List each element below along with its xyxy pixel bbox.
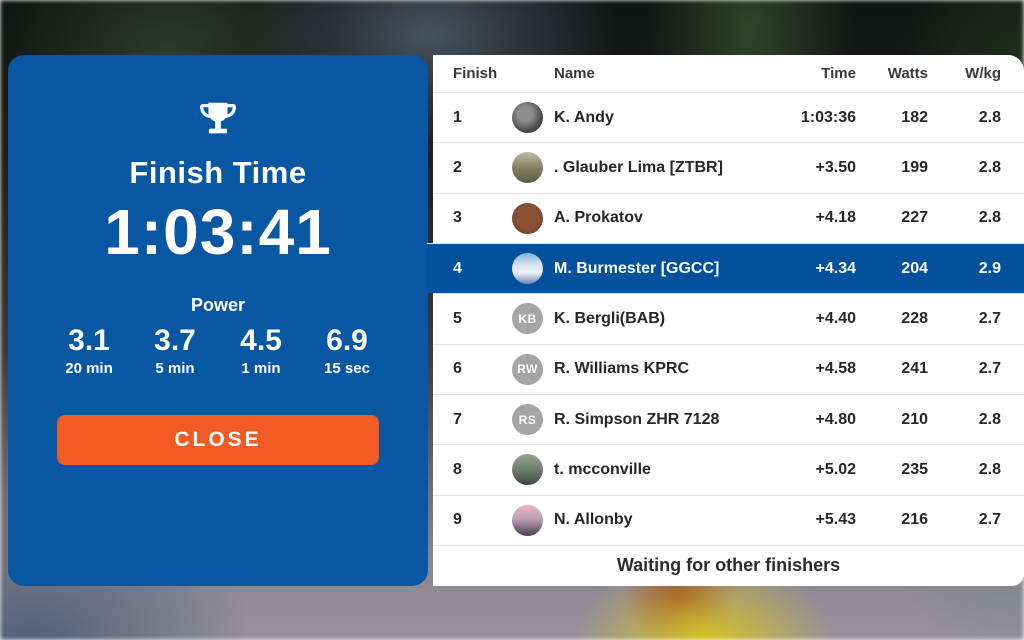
- rider-watts: 199: [901, 158, 928, 176]
- rider-name: N. Allonby: [554, 511, 633, 529]
- column-header-watts: Watts: [887, 65, 928, 82]
- rider-avatar: [512, 454, 543, 486]
- rider-watts: 204: [901, 259, 928, 277]
- power-value: 4.5: [240, 324, 282, 357]
- rider-name: t. mcconville: [554, 460, 651, 478]
- finish-position: 7: [453, 410, 462, 428]
- rider-time: +5.43: [815, 511, 856, 529]
- rider-watts: 216: [901, 511, 928, 529]
- panel-title: Finish Time: [129, 155, 307, 190]
- finish-position: 9: [453, 511, 462, 529]
- power-stat: 3.1 20 min: [54, 324, 124, 377]
- rider-watts: 227: [901, 209, 928, 227]
- rider-name: . Glauber Lima [ZTBR]: [554, 158, 723, 176]
- rider-avatar: KB: [512, 303, 543, 335]
- power-duration: 1 min: [241, 360, 281, 377]
- power-stats: 3.1 20 min 3.7 5 min 4.5 1 min 6.9 15 se…: [8, 324, 428, 377]
- power-duration: 15 sec: [324, 360, 370, 377]
- rider-watts: 241: [901, 360, 928, 378]
- power-stat: 4.5 1 min: [226, 324, 296, 377]
- rider-time: +3.50: [815, 158, 856, 176]
- table-row[interactable]: 6 RW R. Williams KPRC +4.58 241 2.7: [433, 343, 1024, 394]
- finish-position: 3: [453, 209, 462, 227]
- table-footer: Waiting for other finishers: [433, 544, 1024, 586]
- rider-wkg: 2.8: [978, 460, 1001, 478]
- column-header-name: Name: [554, 65, 595, 82]
- table-row[interactable]: 5 KB K. Bergli(BAB) +4.40 228 2.7: [433, 293, 1024, 344]
- rider-avatar: [512, 504, 543, 536]
- table-row[interactable]: 1 K. Andy 1:03:36 182 2.8: [433, 92, 1024, 143]
- rider-time: +4.18: [815, 209, 856, 227]
- finish-position: 8: [453, 460, 462, 478]
- close-button[interactable]: CLOSE: [57, 415, 379, 465]
- trophy-icon: [195, 97, 241, 143]
- finish-position: 6: [453, 360, 462, 378]
- rider-wkg: 2.7: [978, 511, 1001, 529]
- finish-position: 4: [453, 259, 462, 277]
- table-header: Finish Name Time Watts W/kg: [433, 55, 1024, 92]
- rider-avatar: [512, 152, 543, 184]
- power-duration: 20 min: [65, 360, 113, 377]
- finish-time-value: 1:03:41: [104, 196, 332, 268]
- table-row[interactable]: 8 t. mcconville +5.02 235 2.8: [433, 444, 1024, 495]
- power-value: 6.9: [326, 324, 368, 357]
- table-row[interactable]: 2 . Glauber Lima [ZTBR] +3.50 199 2.8: [433, 142, 1024, 193]
- rider-avatar: RW: [512, 353, 543, 385]
- rider-wkg: 2.9: [978, 259, 1001, 277]
- rider-avatar: [512, 202, 543, 234]
- column-header-wkg: W/kg: [965, 65, 1001, 82]
- rider-avatar: [512, 253, 543, 285]
- rider-watts: 182: [901, 108, 928, 126]
- rider-time: +4.80: [815, 410, 856, 428]
- rider-name: K. Bergli(BAB): [554, 309, 666, 327]
- column-header-finish: Finish: [453, 65, 498, 82]
- rider-time: +5.02: [815, 460, 856, 478]
- rider-wkg: 2.7: [978, 360, 1001, 378]
- rider-time: +4.40: [815, 309, 856, 327]
- rider-name: M. Burmester [GGCC]: [554, 259, 720, 277]
- power-value: 3.7: [154, 324, 196, 357]
- rider-time: 1:03:36: [800, 108, 856, 126]
- rider-wkg: 2.8: [978, 209, 1001, 227]
- power-stat: 3.7 5 min: [140, 324, 210, 377]
- results-table: Finish Name Time Watts W/kg 1 K. Andy 1:…: [427, 55, 1024, 586]
- waiting-message: Waiting for other finishers: [616, 555, 841, 576]
- rider-name: A. Prokatov: [554, 209, 643, 227]
- rider-name: K. Andy: [554, 108, 614, 126]
- rider-name: R. Simpson ZHR 7128: [554, 410, 720, 428]
- finish-position: 1: [453, 108, 462, 126]
- finish-position: 2: [453, 158, 462, 176]
- rider-wkg: 2.7: [978, 309, 1001, 327]
- rider-watts: 210: [901, 410, 928, 428]
- rider-avatar: RS: [512, 404, 543, 436]
- column-header-time: Time: [821, 65, 856, 82]
- power-value: 3.1: [68, 324, 110, 357]
- rider-avatar: [512, 102, 543, 134]
- finish-position: 5: [453, 309, 462, 327]
- power-duration: 5 min: [155, 360, 195, 377]
- rider-watts: 235: [901, 460, 928, 478]
- rider-time: +4.34: [815, 259, 856, 277]
- table-row[interactable]: 7 RS R. Simpson ZHR 7128 +4.80 210 2.8: [433, 393, 1024, 445]
- rider-watts: 228: [901, 309, 928, 327]
- rider-wkg: 2.8: [978, 410, 1001, 428]
- table-row[interactable]: 3 A. Prokatov +4.18 227 2.8: [433, 192, 1024, 243]
- rider-wkg: 2.8: [978, 158, 1001, 176]
- rider-time: +4.58: [815, 360, 856, 378]
- rider-wkg: 2.8: [978, 108, 1001, 126]
- table-row[interactable]: 9 N. Allonby +5.43 216 2.7: [433, 494, 1024, 545]
- finish-panel: Finish Time 1:03:41 Power 3.1 20 min 3.7…: [8, 55, 428, 586]
- power-stat: 6.9 15 sec: [312, 324, 382, 377]
- rider-name: R. Williams KPRC: [554, 360, 689, 378]
- power-section-label: Power: [190, 295, 246, 315]
- table-row-current-rider[interactable]: 4 M. Burmester [GGCC] +4.34 204 2.9: [427, 242, 1024, 294]
